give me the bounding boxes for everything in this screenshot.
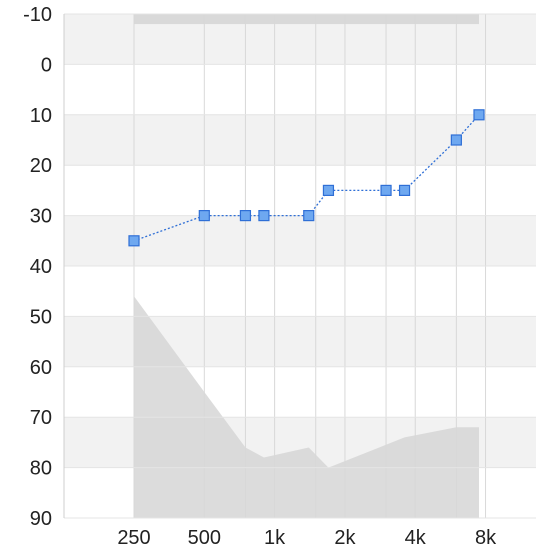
x-tick-label: 1k: [264, 527, 286, 549]
y-tick-label: 30: [30, 206, 52, 228]
y-tick-labels: -10 0 10 20 30 40 50 60 70 80 90: [23, 4, 52, 530]
row-band: [64, 64, 536, 115]
data-point-marker: [239, 210, 252, 222]
y-tick-label: -10: [23, 4, 52, 26]
y-tick-label: 40: [30, 256, 52, 278]
row-band: [64, 114, 536, 166]
x-tick-labels: 250 500 1k 2k 4k 8k: [117, 527, 497, 549]
x-tick-label: 250: [117, 527, 150, 549]
y-tick-label: 70: [30, 407, 52, 429]
x-tick-label: 8k: [475, 527, 497, 549]
series-layer: [128, 109, 485, 247]
y-tick-label: 50: [30, 306, 52, 328]
y-tick-label: 90: [30, 508, 52, 530]
y-tick-label: 10: [30, 105, 52, 127]
data-point-marker: [322, 184, 335, 196]
area-layer: [134, 296, 479, 518]
data-point-marker: [303, 210, 315, 222]
data-point-marker: [128, 235, 140, 247]
row-band: [64, 266, 536, 317]
data-point-marker: [380, 184, 392, 196]
data-point-marker: [473, 109, 485, 121]
data-point-marker: [450, 134, 462, 146]
data-point-marker: [258, 210, 270, 222]
x-tick-label: 2k: [334, 527, 356, 549]
x-tick-label: 4k: [405, 527, 427, 549]
data-point-marker: [398, 184, 411, 196]
y-tick-label: 80: [30, 458, 52, 480]
row-band: [64, 165, 536, 216]
row-band: [64, 215, 536, 266]
y-tick-label: 20: [30, 155, 52, 177]
y-tick-label: 60: [30, 357, 52, 379]
data-point-marker: [198, 210, 210, 222]
y-tick-label: 0: [41, 54, 52, 76]
x-tick-label: 500: [188, 527, 221, 549]
grid-lines: [63, 13, 536, 519]
shaded-area: [134, 296, 479, 518]
top-band: [134, 14, 479, 25]
